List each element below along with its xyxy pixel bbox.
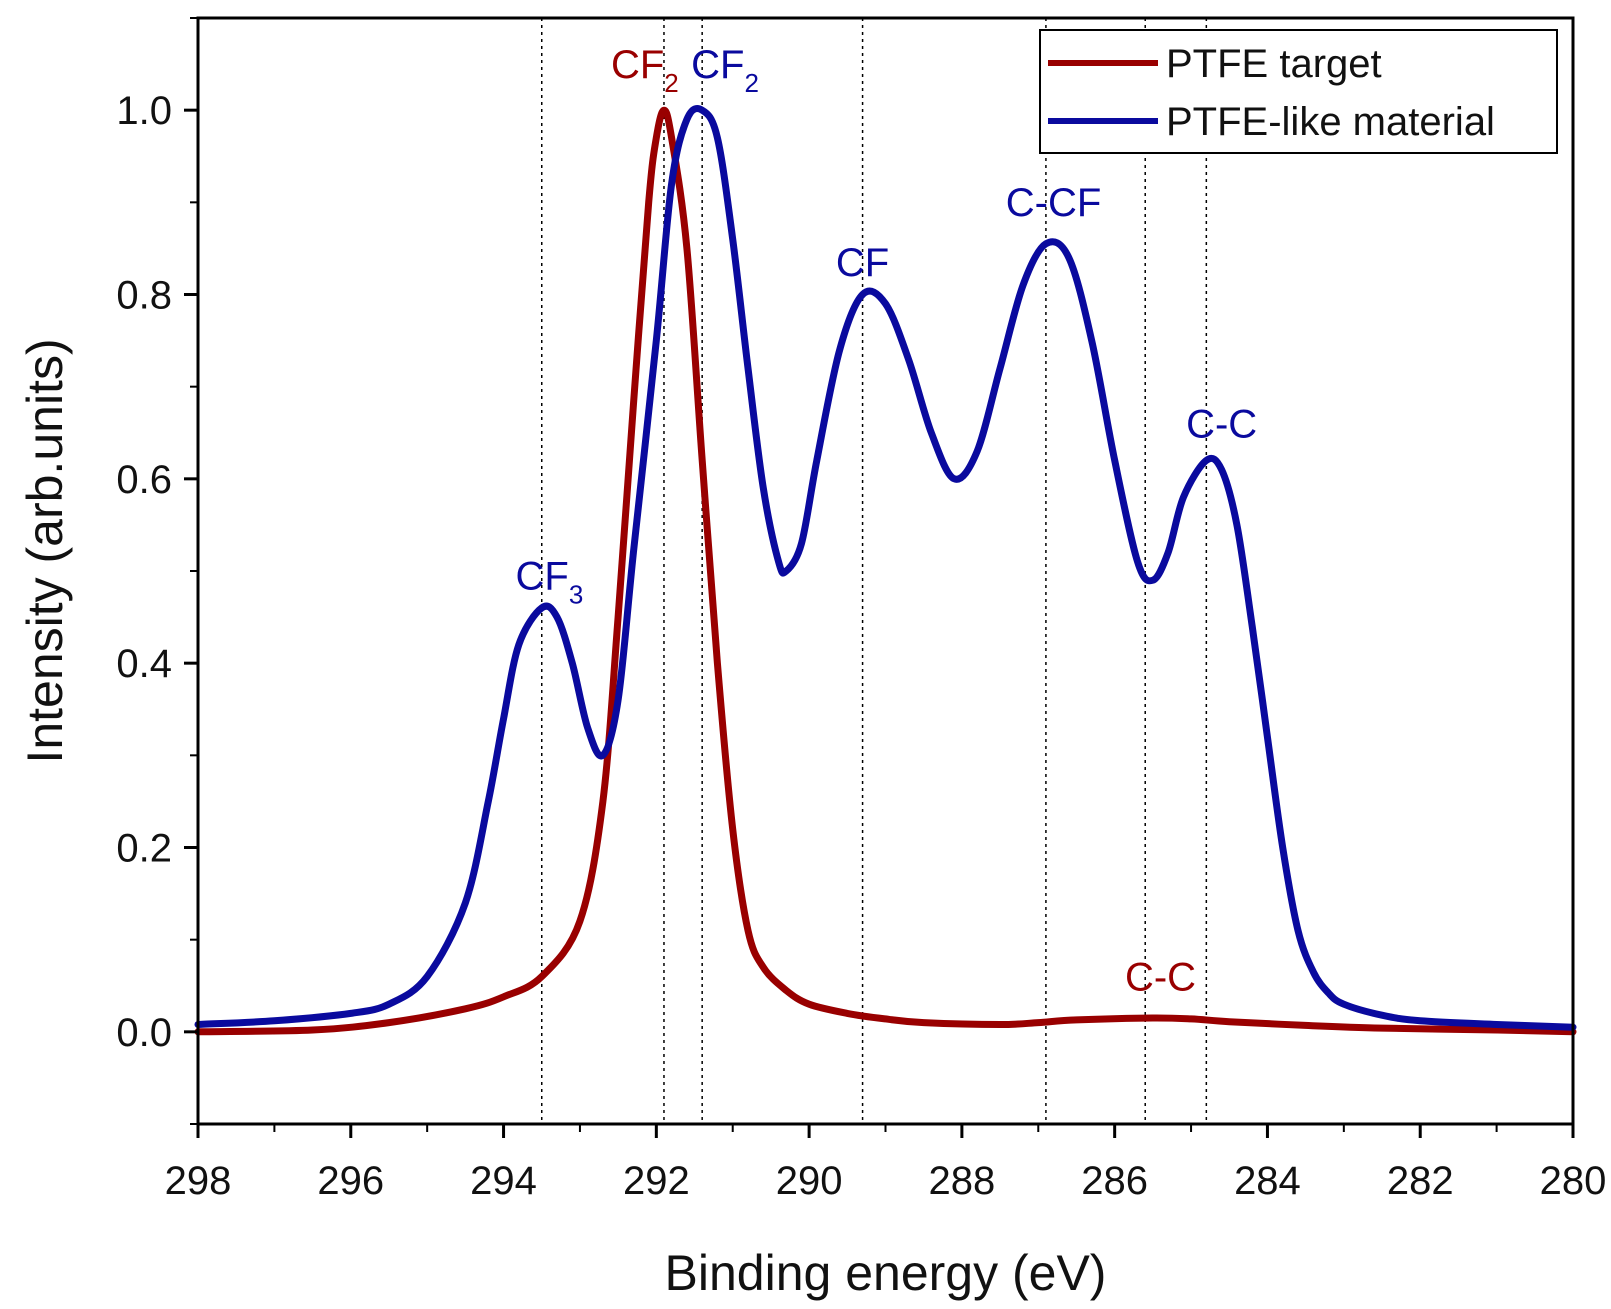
y-tick-label: 0.0 — [116, 1011, 172, 1055]
peak-annotations: CF2 CF2 CF3 CF C-CF C-C C-C — [515, 43, 1257, 999]
peak-label: C-C — [1186, 402, 1257, 446]
peak-label: CF2 — [691, 43, 759, 98]
x-tick-label: 296 — [317, 1159, 384, 1203]
x-tick-label: 282 — [1387, 1159, 1454, 1203]
peak-label: CF2 — [611, 43, 679, 98]
x-axis-title: Binding energy (eV) — [665, 1245, 1107, 1301]
legend: PTFE target PTFE-like material — [1039, 29, 1558, 154]
legend-entry-ptfe-like-material: PTFE-like material — [1166, 100, 1495, 144]
x-tick-label: 288 — [929, 1159, 996, 1203]
plot-frame — [196, 16, 1575, 1126]
y-tick-label: 0.2 — [116, 827, 172, 871]
series-line-ptfe-target — [194, 106, 1577, 1036]
x-tick-label: 280 — [1540, 1159, 1607, 1203]
peak-label: C-C — [1125, 955, 1196, 999]
x-tick-label: 298 — [165, 1159, 232, 1203]
series-line-ptfe-like-material — [194, 105, 1577, 1031]
x-tick-label: 286 — [1081, 1159, 1148, 1203]
y-tick-label: 0.4 — [116, 642, 172, 686]
axis-ticks: 298 296 294 292 290 288 286 284 282 280 0.0 0.2 0.4 0… — [116, 17, 1607, 1203]
y-tick-label: 0.6 — [116, 458, 172, 502]
x-tick-label: 292 — [623, 1159, 690, 1203]
reference-lines — [541, 18, 1208, 1124]
y-tick-label: 0.8 — [116, 274, 172, 318]
legend-box — [1039, 29, 1558, 154]
x-tick-label: 294 — [470, 1159, 537, 1203]
y-axis-title: Intensity (arb.units) — [17, 338, 73, 763]
peak-label: CF — [836, 241, 889, 285]
series-layer — [194, 105, 1577, 1036]
peak-label: CF3 — [515, 554, 583, 609]
legend-entry-ptfe-target: PTFE target — [1166, 42, 1382, 86]
peak-label: C-CF — [1006, 181, 1102, 225]
y-tick-label: 1.0 — [116, 89, 172, 133]
x-tick-label: 284 — [1234, 1159, 1301, 1203]
x-tick-label: 290 — [776, 1159, 843, 1203]
